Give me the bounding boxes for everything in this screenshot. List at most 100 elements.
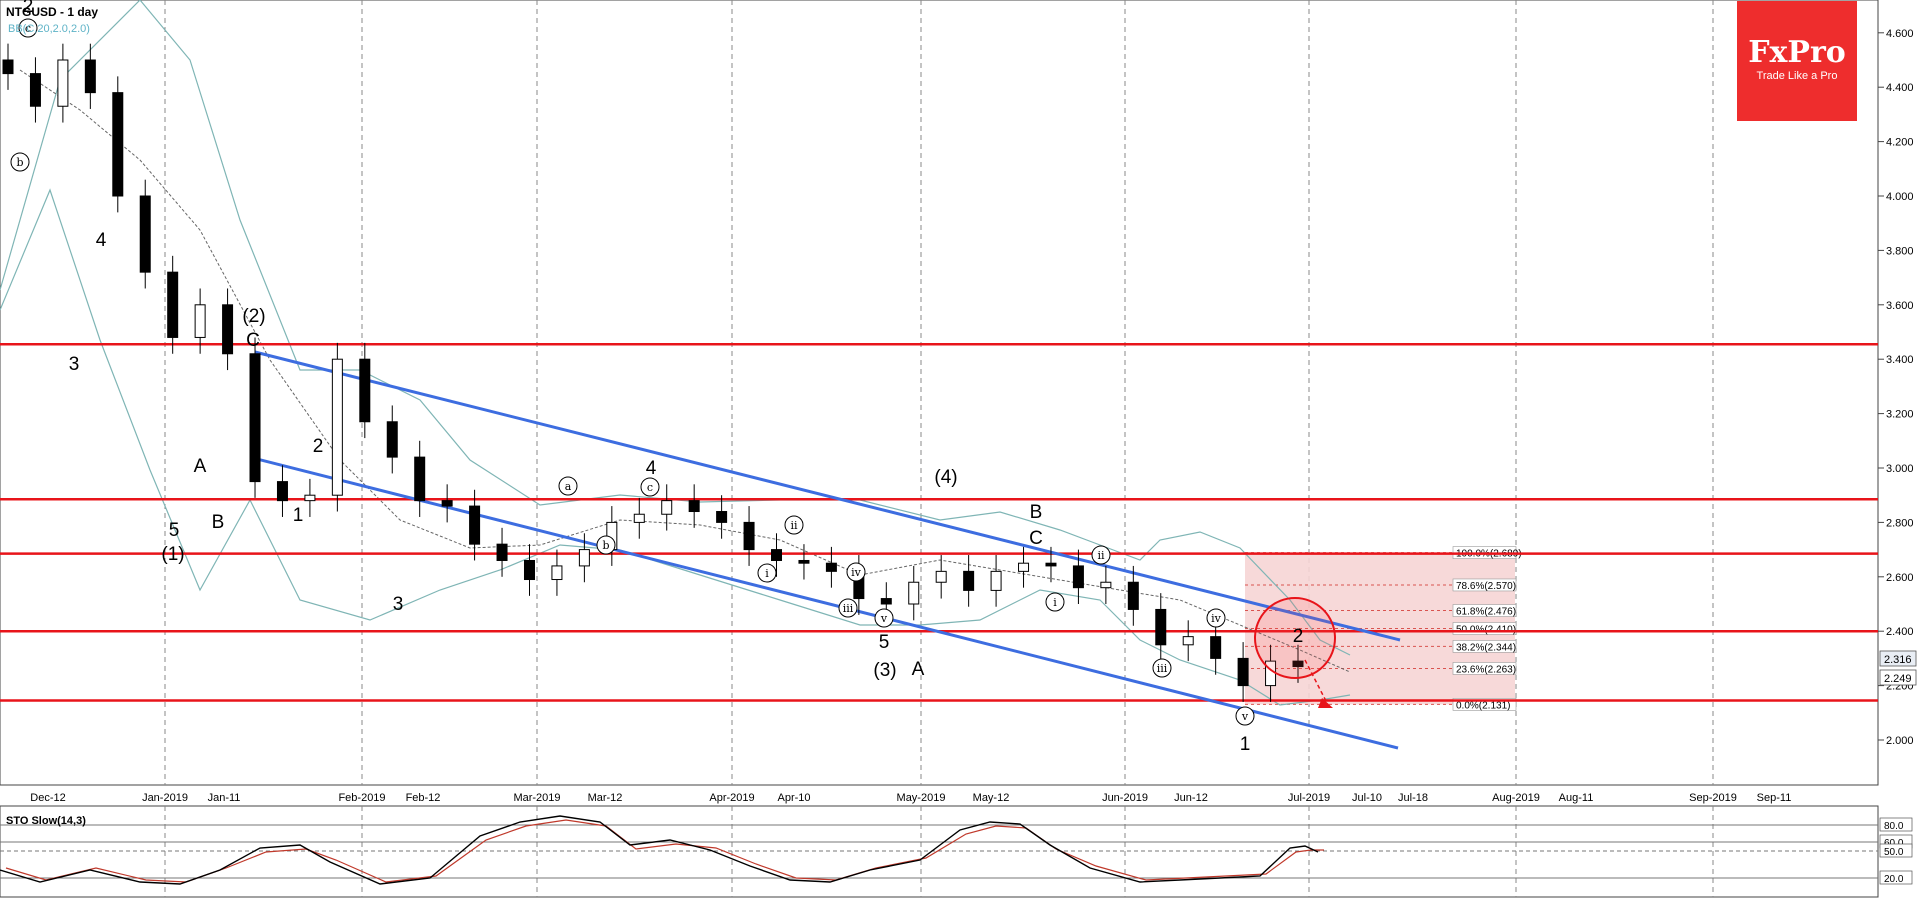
channel-upper: [254, 350, 1401, 642]
wave-circle: [874, 608, 894, 628]
y-tick-label: 3.400: [1886, 354, 1914, 366]
candle-up: [1100, 581, 1112, 589]
y-tick-label: 2.400: [1886, 626, 1914, 638]
candle-up: [935, 570, 947, 583]
main-plot-frame: [0, 0, 1879, 786]
candle-up: [1182, 636, 1194, 646]
wave-label: 3: [393, 594, 404, 615]
fib-label-box: [1452, 578, 1517, 592]
wave-label: A: [194, 456, 207, 477]
candle-down: [139, 195, 151, 273]
x-tick-label: Mar-12: [588, 792, 623, 804]
candle-up: [990, 570, 1002, 591]
stoch-level-label: 50.0: [1884, 847, 1904, 858]
candle-down: [798, 559, 810, 564]
wave-label-small: c: [647, 481, 653, 494]
support-resistance-lines: [0, 342, 1878, 702]
x-tick-label: Jan-2019: [142, 792, 188, 804]
wave-label-small: iii: [1157, 662, 1168, 675]
x-tick-label: Sep-11: [1757, 792, 1792, 804]
candle-down: [771, 549, 783, 561]
wave-label: 5: [169, 520, 180, 541]
candle-down: [1210, 636, 1222, 659]
fib-label: 78.6%(2.570): [1456, 581, 1516, 592]
x-tick-label: Jan-11: [208, 792, 241, 804]
wave-label: 1: [1240, 734, 1251, 755]
candle-up: [908, 581, 920, 605]
fib-label: 23.6%(2.263): [1456, 664, 1516, 675]
wave-label: B: [212, 512, 225, 533]
stoch-level-box: [1879, 870, 1913, 885]
wave-label-small: i: [1053, 596, 1057, 609]
stoch-d-line: [5, 819, 1324, 883]
stoch-level-label: 60.0: [1884, 838, 1904, 849]
wave-label-small: iv: [851, 566, 862, 579]
wave-circle: [596, 535, 616, 555]
candle-down: [1155, 608, 1167, 646]
y-tick-label: 3.000: [1886, 463, 1914, 475]
wave-label-small: v: [880, 612, 888, 625]
fibonacci-zone: 100.0%(2.689)78.6%(2.570)61.8%(2.476)50.…: [1245, 546, 1522, 711]
wave-label: A: [912, 659, 925, 680]
candle-down: [716, 511, 728, 523]
candle-down: [1127, 581, 1139, 610]
fib-label-box: [1452, 604, 1517, 617]
price-label: 2.249: [1884, 673, 1912, 685]
y-tick-label: 4.200: [1886, 137, 1914, 149]
wave-circle: [1045, 592, 1065, 612]
wave-label: B: [1030, 502, 1043, 523]
projection-arrow: [1304, 659, 1329, 706]
bollinger-bands: [0, 0, 1351, 706]
channel-lower: [252, 456, 1399, 750]
x-tick-label: May-12: [973, 792, 1010, 804]
x-tick-label: Aug-11: [1559, 792, 1594, 804]
candle-down: [469, 505, 481, 545]
price-label: 2.316: [1884, 654, 1912, 666]
x-tick-label: Feb-12: [406, 792, 441, 804]
stochastic-panel: 80.0 60.050.0 20.0: [0, 815, 1913, 885]
candle-down: [359, 358, 371, 423]
x-tick-label: Mar-2019: [513, 792, 560, 804]
candle-down: [523, 559, 535, 581]
wave-label-small: ii: [1097, 549, 1105, 562]
wave-label: 4: [646, 458, 657, 479]
candle-down: [167, 271, 179, 338]
candle-up: [1018, 562, 1030, 572]
candle-down: [414, 456, 426, 502]
candle-down: [2, 59, 14, 75]
x-tick-label: Feb-2019: [338, 792, 385, 804]
wave-label: 1: [293, 505, 304, 526]
chart-title: NTGUSD - 1 day: [6, 5, 98, 19]
candle-up: [633, 513, 645, 523]
wave-label-small: c: [25, 22, 31, 35]
fib-label: 61.8%(2.476): [1456, 607, 1516, 618]
price-label-box: [1879, 669, 1917, 686]
stoch-level-label: 20.0: [1884, 874, 1904, 885]
wave-label-small: i: [765, 567, 769, 580]
x-tick-label: Apr-2019: [709, 792, 754, 804]
wave-label-small: iv: [1211, 612, 1222, 625]
logo-brand: FxPro: [1748, 35, 1846, 70]
wave-circle: [1152, 658, 1172, 678]
wave-label: (2): [242, 306, 265, 327]
y-tick-label: 4.000: [1886, 191, 1914, 203]
stoch-level-label: 80.0: [1884, 821, 1904, 832]
candle-down: [386, 421, 398, 458]
stoch-level-box: [1879, 817, 1913, 832]
candle-down: [276, 481, 288, 502]
descending-channel: [252, 350, 1401, 750]
wave-label: C: [1029, 528, 1043, 549]
candle-down: [963, 570, 975, 591]
indicator-label: BB(C,20,2.0,2.0): [8, 23, 90, 35]
x-tick-label: Dec-12: [30, 792, 65, 804]
y-tick-label: 3.200: [1886, 409, 1914, 421]
wave-circle: [10, 152, 30, 172]
fib-label-box: [1452, 640, 1517, 653]
candle-up: [304, 494, 316, 502]
stoch-k-line: [0, 815, 1319, 885]
projection-arrowhead: [1318, 698, 1333, 708]
wave-circle: [640, 477, 660, 497]
y-tick-label: 4.600: [1886, 28, 1914, 40]
